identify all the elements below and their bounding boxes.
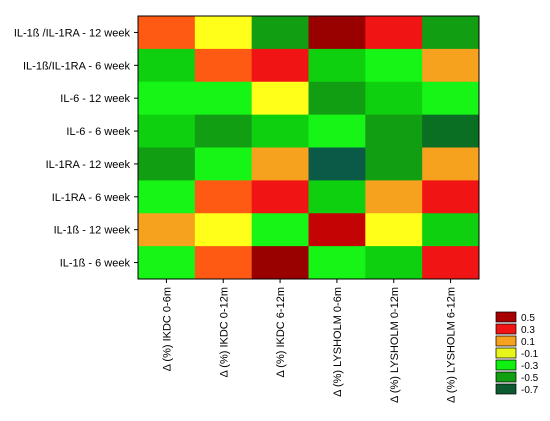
heatmap-cell [194,48,253,83]
heatmap-cell [365,114,423,148]
legend: 0.50.30.1-0.1-0.3-0.5-0.7 [495,311,539,396]
heatmap-cell [422,48,480,83]
heatmap-cell [422,16,480,50]
heatmap-cell [251,147,309,181]
legend-swatch [495,359,517,371]
heatmap-cell [138,213,196,247]
heatmap-cell [308,180,366,214]
row-label: IL-6 - 6 week [66,126,130,138]
row-label: IL-1RA - 12 week [46,159,131,171]
heatmap-cell [422,213,480,247]
heatmap-cell [422,246,480,280]
legend-swatch [495,383,517,395]
heatmap-cell [422,180,480,214]
legend-swatch [495,335,517,347]
legend-label: 0.3 [521,325,535,336]
legend-label: -0.5 [521,373,539,384]
heatmap-cell [194,180,253,214]
column-labels: Δ (%) IKDC 0-6m Δ (%) IKDC 0-12m Δ (%) IKD… [161,279,458,403]
column-label: Δ (%) LYSHOLM 0-6m [332,287,344,397]
heatmap-cell [422,81,480,116]
heatmap-cell [138,81,196,116]
legend-label: -0.1 [521,349,539,360]
row-label: IL-1ß/IL-1RA - 6 week [23,60,130,72]
heatmap-cell [194,147,253,181]
heatmap-cell [308,48,366,83]
heatmap-cell [422,147,480,181]
heatmap-cell [365,246,423,280]
legend-label: -0.3 [521,361,539,372]
heatmap-cell [194,16,253,50]
heatmap-cell [138,48,196,83]
row-labels: IL-1ß /IL-1RA - 12 week IL-1ß/IL-1RA - 6 … [14,27,138,270]
heatmap-cell [308,16,366,50]
heatmap-cell [138,180,196,214]
row-label: IL-1ß - 12 week [54,225,131,237]
heatmap-cell [308,114,366,148]
row-label: IL-1RA - 6 week [52,192,131,204]
heatmap-cell [365,81,423,116]
heatmap-cell [194,114,253,148]
heatmap-cell [251,213,309,247]
heatmap-cell [365,213,423,247]
heatmap-cell [138,147,196,181]
heatmap-cell [308,81,366,116]
heatmap-cell [365,16,423,50]
column-label: Δ (%) IKDC 6-12m [275,287,287,377]
heatmap-cell [251,48,309,83]
row-label: IL-1ß /IL-1RA - 12 week [14,27,131,39]
heatmap-cell [308,213,366,247]
heatmap-cell [251,81,309,116]
column-label: Δ (%) LYSHOLM 6-12m [446,287,458,403]
legend-swatch [495,311,517,323]
heatmap-cell [365,147,423,181]
heatmap-cell [251,16,309,50]
legend-label: -0.7 [521,385,539,396]
heatmap-cell [422,114,480,148]
heatmap-cell [308,147,366,181]
heatmap-cell [365,180,423,214]
legend-swatch [495,371,517,383]
column-label: Δ (%) LYSHOLM 0-12m [389,287,401,403]
heatmap-cell [365,48,423,83]
legend-swatch [495,347,517,359]
legend-label: 0.1 [521,337,535,348]
row-label: IL-1ß - 6 week [60,258,131,270]
heatmap-cell [138,246,196,280]
heatmap-cell [194,81,253,116]
column-label: Δ (%) IKDC 0-12m [218,287,230,377]
heatmap-cell [138,16,196,50]
heatmap-cell [194,213,253,247]
heatmap-cell [251,114,309,148]
heatmap-cell [251,246,309,280]
plot-frame [137,15,480,280]
column-label: Δ (%) IKDC 0-6m [161,287,173,371]
heatmap-cell [308,246,366,280]
legend-swatch [495,323,517,335]
heatmap-cell [194,246,253,280]
row-label: IL-6 - 12 week [60,93,130,105]
heatmap-cell [251,180,309,214]
legend-label: 0.5 [521,313,535,324]
heatmap-cell [138,114,196,148]
heatmap-cells [137,15,480,280]
